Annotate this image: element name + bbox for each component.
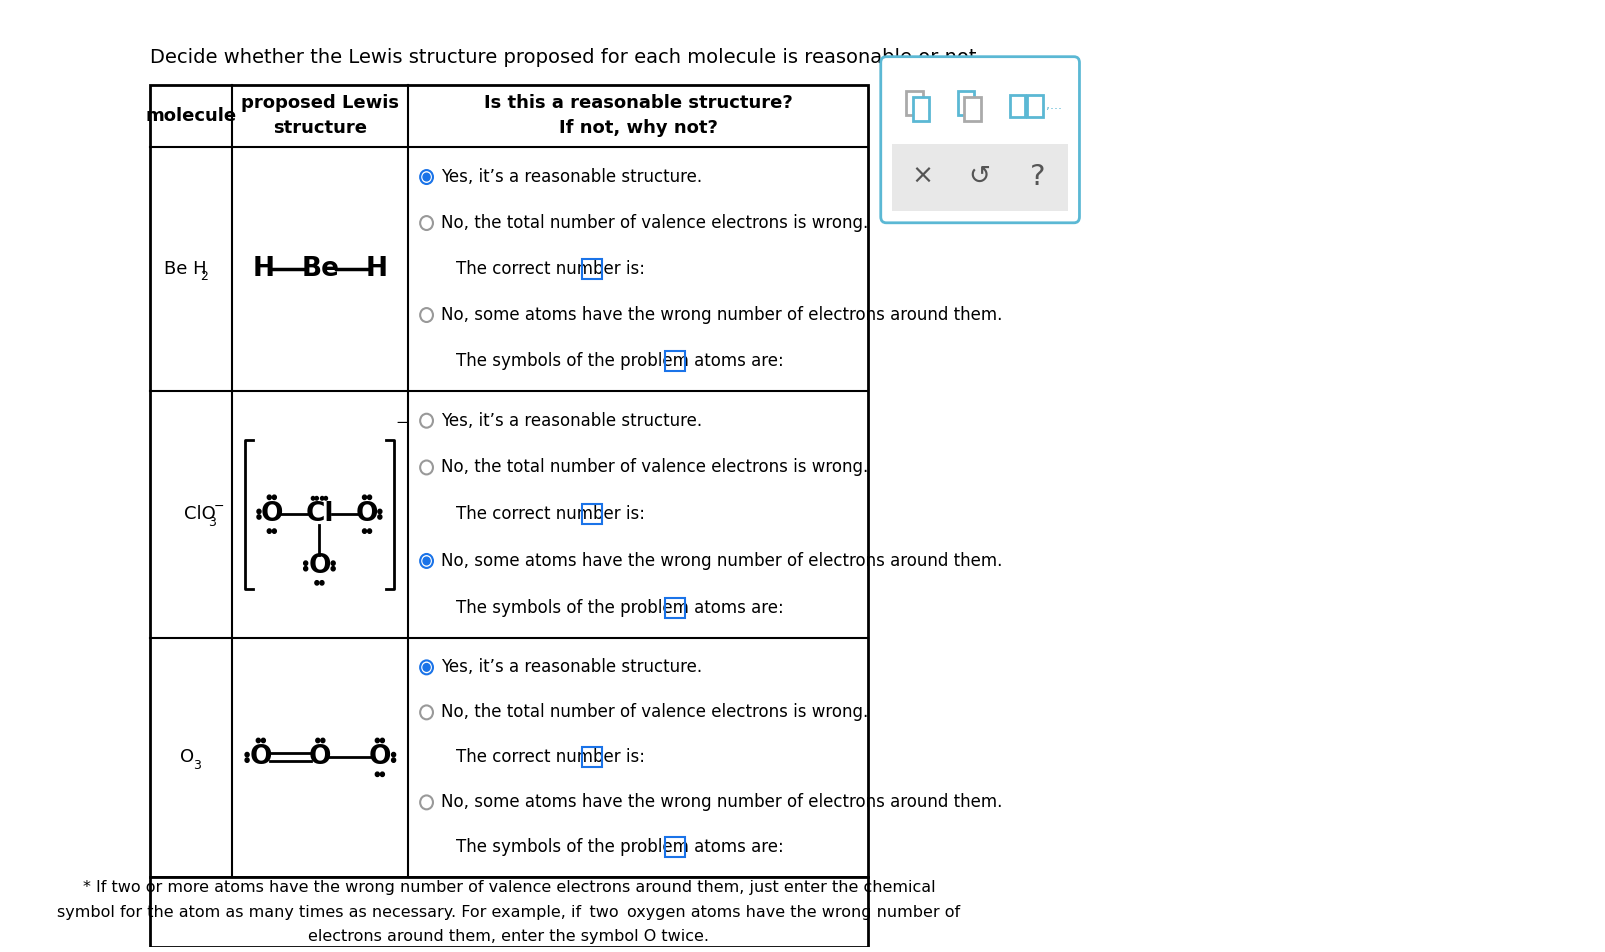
Circle shape xyxy=(368,529,371,533)
Text: O: O xyxy=(308,744,331,770)
Circle shape xyxy=(273,529,276,533)
Text: No, some atoms have the wrong number of electrons around them.: No, some atoms have the wrong number of … xyxy=(441,793,1002,811)
Bar xyxy=(583,259,602,279)
Bar xyxy=(664,598,684,618)
Text: No, the total number of valence electrons is wrong.: No, the total number of valence electron… xyxy=(441,704,868,722)
Circle shape xyxy=(422,664,430,671)
Text: ClO: ClO xyxy=(185,506,215,524)
Circle shape xyxy=(376,772,379,777)
Circle shape xyxy=(363,529,366,533)
Circle shape xyxy=(363,495,366,500)
Circle shape xyxy=(324,497,327,500)
Text: No, the total number of valence electrons is wrong.: No, the total number of valence electron… xyxy=(441,214,868,232)
Text: −: − xyxy=(395,415,408,429)
Circle shape xyxy=(377,509,382,514)
Circle shape xyxy=(380,772,384,777)
Circle shape xyxy=(331,566,335,571)
FancyBboxPatch shape xyxy=(880,57,1079,223)
Text: O: O xyxy=(356,501,379,527)
Bar xyxy=(149,877,867,947)
Text: 3: 3 xyxy=(207,516,215,528)
Circle shape xyxy=(303,566,308,571)
Circle shape xyxy=(311,497,315,500)
Bar xyxy=(912,97,929,121)
Circle shape xyxy=(266,495,271,500)
Text: O: O xyxy=(369,744,392,770)
Circle shape xyxy=(319,581,324,585)
Text: No, some atoms have the wrong number of electrons around them.: No, some atoms have the wrong number of … xyxy=(441,306,1002,324)
Text: 2: 2 xyxy=(201,270,209,284)
Text: ?: ? xyxy=(1029,163,1045,191)
Text: Yes, it’s a reasonable structure.: Yes, it’s a reasonable structure. xyxy=(441,169,701,186)
Text: ×: × xyxy=(912,164,934,190)
Circle shape xyxy=(262,739,265,743)
Text: Yes, it’s a reasonable structure.: Yes, it’s a reasonable structure. xyxy=(441,659,701,676)
Circle shape xyxy=(376,739,379,743)
Circle shape xyxy=(266,529,271,533)
Text: Cl: Cl xyxy=(305,501,334,527)
Text: Yes, it’s a reasonable structure.: Yes, it’s a reasonable structure. xyxy=(441,411,701,429)
Text: O: O xyxy=(249,744,271,770)
Circle shape xyxy=(380,739,384,743)
Bar xyxy=(664,838,684,858)
Text: * If two or more atoms have the wrong number of valence electrons around them, j: * If two or more atoms have the wrong nu… xyxy=(58,880,960,944)
Text: Be: Be xyxy=(302,256,339,282)
Text: ↺: ↺ xyxy=(968,164,990,190)
Text: The correct number is:: The correct number is: xyxy=(456,748,645,766)
Text: O: O xyxy=(260,501,282,527)
Text: The symbols of the problem atoms are:: The symbols of the problem atoms are: xyxy=(456,352,783,370)
Bar xyxy=(149,85,867,877)
Circle shape xyxy=(422,173,430,181)
Text: The symbols of the problem atoms are:: The symbols of the problem atoms are: xyxy=(456,599,783,617)
Circle shape xyxy=(377,515,382,519)
Text: O: O xyxy=(180,748,194,766)
Circle shape xyxy=(315,497,318,500)
Circle shape xyxy=(257,509,262,514)
Text: O: O xyxy=(308,553,331,579)
Circle shape xyxy=(257,515,262,519)
Text: The symbols of the problem atoms are:: The symbols of the problem atoms are: xyxy=(456,839,783,857)
Text: molecule: molecule xyxy=(146,107,236,125)
Bar xyxy=(957,90,974,115)
Text: No, some atoms have the wrong number of electrons around them.: No, some atoms have the wrong number of … xyxy=(441,552,1002,570)
Circle shape xyxy=(321,739,324,743)
Text: −: − xyxy=(213,500,225,513)
Circle shape xyxy=(368,495,371,500)
Circle shape xyxy=(316,739,319,743)
Circle shape xyxy=(246,758,249,763)
Text: H: H xyxy=(252,256,274,282)
Bar xyxy=(905,90,923,115)
Circle shape xyxy=(303,561,308,565)
Text: Be H: Be H xyxy=(164,260,207,278)
Circle shape xyxy=(246,752,249,757)
Text: 3: 3 xyxy=(193,759,201,772)
Text: ,...: ,... xyxy=(1046,99,1063,112)
Text: Decide whether the Lewis structure proposed for each molecule is reasonable or n: Decide whether the Lewis structure propo… xyxy=(149,49,982,68)
Circle shape xyxy=(422,557,430,565)
Text: proposed Lewis
structure: proposed Lewis structure xyxy=(241,94,400,137)
Text: H: H xyxy=(366,256,388,282)
Circle shape xyxy=(315,581,319,585)
Text: The correct number is:: The correct number is: xyxy=(456,260,645,278)
Bar xyxy=(1010,95,1026,117)
Circle shape xyxy=(392,752,395,757)
Circle shape xyxy=(331,561,335,565)
Text: No, the total number of valence electrons is wrong.: No, the total number of valence electron… xyxy=(441,459,868,476)
Circle shape xyxy=(273,495,276,500)
Bar xyxy=(963,97,981,121)
Circle shape xyxy=(257,739,260,743)
Bar xyxy=(583,505,602,525)
Bar xyxy=(664,351,684,371)
Bar xyxy=(583,747,602,767)
Circle shape xyxy=(392,758,395,763)
Text: The correct number is:: The correct number is: xyxy=(456,506,645,524)
Text: Is this a reasonable structure?
If not, why not?: Is this a reasonable structure? If not, … xyxy=(483,94,791,137)
Circle shape xyxy=(321,497,324,500)
Bar xyxy=(1027,95,1042,117)
Bar xyxy=(891,145,1067,210)
